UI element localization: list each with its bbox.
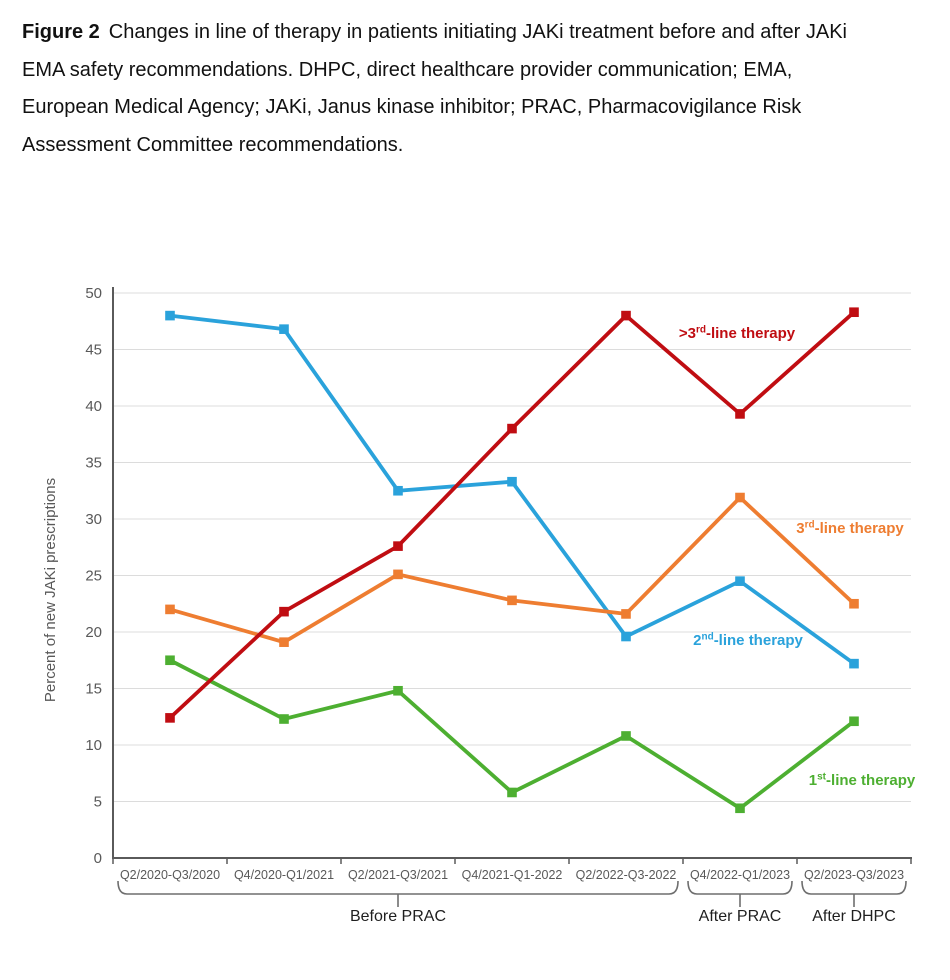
y-tick-label: 35 (85, 455, 102, 472)
series-3-1st-line-therapy-marker (507, 787, 517, 798)
series-0-3rd-line-therapy-marker (735, 409, 745, 419)
series-3-1st-line-therapy-marker (393, 685, 403, 696)
series-3-1st-line-therapy-marker (621, 731, 631, 741)
series-2-2nd-line-therapy: 2nd-line therapy (165, 310, 859, 669)
x-axis-ticks (112, 858, 912, 864)
series-0-3rd-line-therapy-marker (393, 541, 403, 551)
series-3-1st-line-therapy-marker (849, 716, 859, 727)
group-label: After DHPC (812, 908, 896, 925)
x-category-labels: Q2/2020-Q3/2020 Q4/2020-Q1/2021 Q2/2021-Q3… (120, 868, 904, 882)
y-axis-title: Percent of new JAKi prescriptions (42, 478, 59, 702)
series-3-1st-line-therapy-line (169, 658, 856, 811)
y-tick-label: 10 (85, 737, 102, 754)
series-1-3rd-line-therapy-marker (849, 598, 859, 609)
series-3-1st-line-therapy-label: 1st-line therapy (809, 772, 916, 790)
series-1-3rd-line-therapy-marker (279, 637, 289, 647)
y-tick-label: 50 (85, 285, 102, 302)
x-category-label: Q2/2023-Q3/2023 (804, 868, 904, 882)
series-0-3rd-line-therapy-marker (165, 713, 175, 723)
series-2-2nd-line-therapy-label: 2nd-line therapy (693, 632, 803, 650)
y-tick-label: 45 (85, 342, 102, 359)
series-2-2nd-line-therapy-marker (507, 476, 517, 487)
y-tick-label: 5 (94, 794, 102, 811)
y-tick-labels: 0 5 10 15 20 25 30 35 40 45 50 (85, 285, 102, 867)
series-1-3rd-line-therapy-marker (507, 595, 517, 606)
group-brace (801, 880, 907, 895)
x-category-label: Q2/2021-Q3/2021 (348, 868, 448, 882)
series-3-1st-line-therapy-marker (165, 655, 175, 666)
series-0-3rd-line-therapy-line (168, 310, 856, 720)
series-0-3rd-line-therapy: >3rd-line therapy (165, 307, 859, 723)
x-category-label: Q4/2022-Q1/2023 (690, 868, 790, 882)
group-brace (687, 880, 793, 895)
chart-svg: 0 5 10 15 20 25 30 35 40 45 50 Percent of new JAKi … (42, 285, 916, 925)
y-tick-label: 40 (85, 398, 102, 415)
series-2-2nd-line-therapy-marker (735, 576, 745, 586)
figure-number: Figure 2 (22, 21, 100, 43)
series-1-3rd-line-therapy-marker (165, 604, 175, 615)
series-1-3rd-line-therapy-marker (735, 492, 745, 503)
figure-caption-text: Changes in line of therapy in patients i… (22, 21, 847, 156)
group-brace (117, 880, 679, 895)
y-tick-label: 15 (85, 681, 102, 698)
series-2-2nd-line-therapy-line (169, 313, 856, 666)
group-label: Before PRAC (350, 908, 446, 925)
series-0-3rd-line-therapy-marker (621, 310, 631, 321)
group-label: After PRAC (699, 908, 782, 925)
series-0-3rd-line-therapy-marker (507, 423, 517, 434)
y-tick-label: 30 (85, 511, 102, 528)
series-0-3rd-line-therapy-label: >3rd-line therapy (679, 325, 796, 343)
line-chart: 0 5 10 15 20 25 30 35 40 45 50 Percent of new JAKi … (0, 270, 950, 975)
y-tick-label: 20 (85, 624, 102, 641)
x-category-label: Q2/2020-Q3/2020 (120, 868, 220, 882)
series-2-2nd-line-therapy-marker (849, 658, 859, 669)
series-3-1st-line-therapy-marker (279, 714, 289, 724)
series-3-1st-line-therapy: 1st-line therapy (165, 655, 916, 814)
y-tick-label: 25 (85, 568, 102, 585)
x-category-label: Q4/2020-Q1/2021 (234, 868, 334, 882)
series-1-3rd-line-therapy: 3rd-line therapy (165, 492, 904, 647)
series-1-3rd-line-therapy-label: 3rd-line therapy (796, 520, 904, 538)
series-0-3rd-line-therapy-marker (849, 307, 859, 318)
x-category-label: Q2/2022-Q3-2022 (576, 868, 677, 882)
x-category-label: Q4/2021-Q1-2022 (462, 868, 563, 882)
series-2-2nd-line-therapy-marker (279, 324, 289, 334)
y-tick-label: 0 (94, 850, 102, 867)
series-1-3rd-line-therapy-marker (621, 609, 631, 619)
group-braces: Before PRAC After PRAC After DHPC (117, 880, 907, 925)
series-3-1st-line-therapy-marker (735, 803, 745, 814)
series-2-2nd-line-therapy-marker (393, 485, 403, 496)
series-1-3rd-line-therapy-marker (393, 569, 403, 580)
series-2-2nd-line-therapy-marker (165, 310, 175, 321)
figure-caption: Figure 2 Changes in line of therapy in pa… (22, 14, 880, 164)
series-2-2nd-line-therapy-marker (621, 631, 631, 642)
series-0-3rd-line-therapy-marker (279, 606, 289, 617)
